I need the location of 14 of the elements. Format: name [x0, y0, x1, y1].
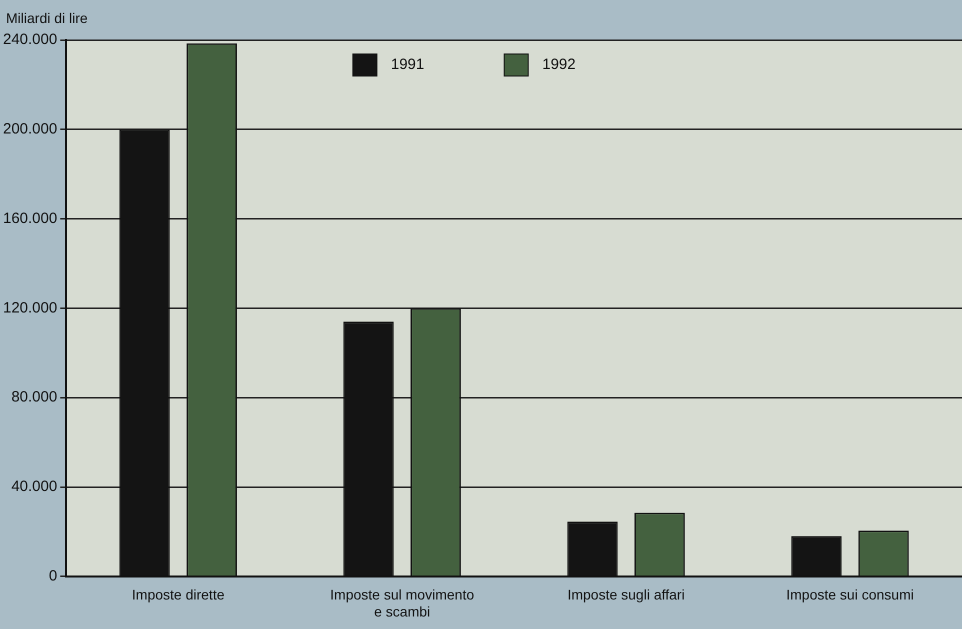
x-tick-label: Imposte sugli affari: [567, 586, 685, 603]
y-tick-label: 40.000: [11, 478, 58, 496]
y-tick-label: 120.000: [2, 299, 58, 316]
legend-label: 1992: [542, 56, 576, 74]
x-tick-label: Imposte sul movimento e scambi: [330, 586, 474, 620]
x-tick-label: Imposte sui consumi: [786, 586, 914, 603]
y-tick-label: 0: [48, 568, 58, 585]
x-tick-label: Imposte dirette: [132, 586, 225, 603]
legend-label: 1991: [390, 56, 424, 74]
y-tick-label: 80.000: [11, 388, 58, 406]
y-axis-title: Miliardi di lire: [6, 10, 88, 26]
y-tick-label: 160.000: [2, 210, 58, 227]
y-tick-label: 240.000: [2, 31, 58, 48]
y-tick-label: 200.000: [2, 120, 58, 138]
